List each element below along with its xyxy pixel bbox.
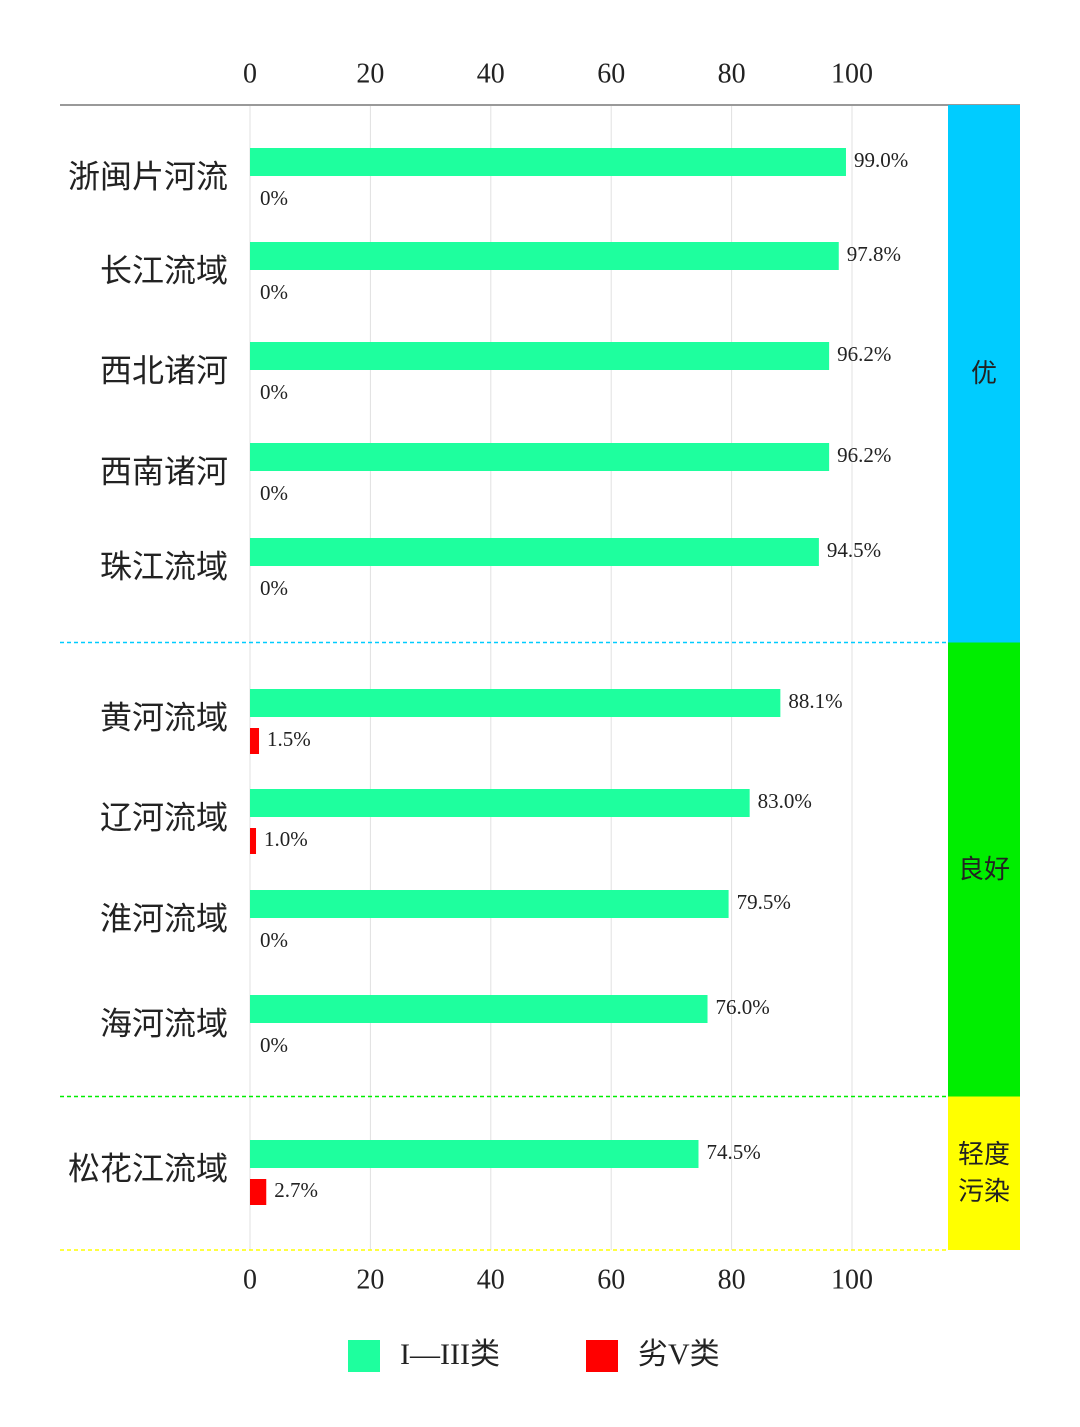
category-label: 珠江流域 xyxy=(100,548,228,584)
group-band xyxy=(948,642,1020,1097)
category-label: 辽河流域 xyxy=(100,799,228,835)
x-tick-label-top: 100 xyxy=(831,58,873,89)
category-label: 淮河流域 xyxy=(100,900,228,936)
x-tick-label-bottom: 20 xyxy=(356,1264,384,1295)
bar xyxy=(250,242,839,270)
bar xyxy=(250,890,729,918)
value-label: 88.1% xyxy=(788,689,842,713)
value-label: 83.0% xyxy=(758,789,812,813)
legend-label: 劣V类 xyxy=(638,1338,720,1371)
group-label: 良好 xyxy=(948,643,1020,1097)
value-label: 96.2% xyxy=(837,443,891,467)
group-band xyxy=(948,1096,1020,1250)
x-tick-label-top: 40 xyxy=(477,58,505,89)
value-label: 0% xyxy=(260,280,288,304)
value-label: 99.0% xyxy=(854,148,908,172)
x-tick-label-bottom: 40 xyxy=(477,1264,505,1295)
x-tick-label-top: 20 xyxy=(356,58,384,89)
x-tick-label-top: 0 xyxy=(243,58,257,89)
category-label: 浙闽片河流 xyxy=(68,158,228,194)
bar xyxy=(250,443,830,471)
bar xyxy=(250,789,750,817)
x-tick-label-bottom: 80 xyxy=(718,1264,746,1295)
bar xyxy=(250,1140,699,1168)
x-tick-label-bottom: 0 xyxy=(243,1264,257,1295)
group-label-text: 良好 xyxy=(957,854,1010,884)
value-label: 94.5% xyxy=(827,538,881,562)
category-label: 黄河流域 xyxy=(100,699,228,735)
bar xyxy=(250,1179,267,1205)
group-label: 优 xyxy=(948,105,1020,643)
value-label: 74.5% xyxy=(706,1140,760,1164)
group-label-text: 轻度污染 xyxy=(957,1139,1010,1207)
category-label: 西北诸河 xyxy=(100,352,228,388)
bar xyxy=(250,538,819,566)
bar xyxy=(250,342,830,370)
category-label: 西南诸河 xyxy=(100,453,228,489)
category-label: 长江流域 xyxy=(100,252,228,288)
legend-swatch xyxy=(586,1340,618,1372)
value-label: 1.0% xyxy=(264,827,308,851)
value-label: 0% xyxy=(260,576,288,600)
category-label: 松花江流域 xyxy=(68,1150,228,1186)
value-label: 1.5% xyxy=(267,727,311,751)
legend-label: I—III类 xyxy=(400,1338,500,1371)
bar xyxy=(250,689,781,717)
bar xyxy=(250,995,708,1023)
x-tick-label-bottom: 60 xyxy=(597,1264,625,1295)
value-label: 79.5% xyxy=(737,890,791,914)
x-tick-label-top: 60 xyxy=(597,58,625,89)
bar xyxy=(250,728,260,754)
category-label: 海河流域 xyxy=(100,1005,228,1041)
x-tick-label-top: 80 xyxy=(718,58,746,89)
value-label: 97.8% xyxy=(847,242,901,266)
value-label: 0% xyxy=(260,1033,288,1057)
value-label: 0% xyxy=(260,481,288,505)
value-label: 0% xyxy=(260,380,288,404)
x-tick-label-bottom: 100 xyxy=(831,1264,873,1295)
group-label: 轻度污染 xyxy=(948,1097,1020,1251)
legend-swatch xyxy=(348,1340,380,1372)
bar xyxy=(250,148,846,176)
bar xyxy=(250,828,257,854)
value-label: 2.7% xyxy=(274,1178,318,1202)
group-label-text: 优 xyxy=(970,358,997,388)
value-label: 76.0% xyxy=(716,995,770,1019)
value-label: 0% xyxy=(260,928,288,952)
value-label: 96.2% xyxy=(837,342,891,366)
value-label: 0% xyxy=(260,186,288,210)
group-band xyxy=(948,105,1020,643)
